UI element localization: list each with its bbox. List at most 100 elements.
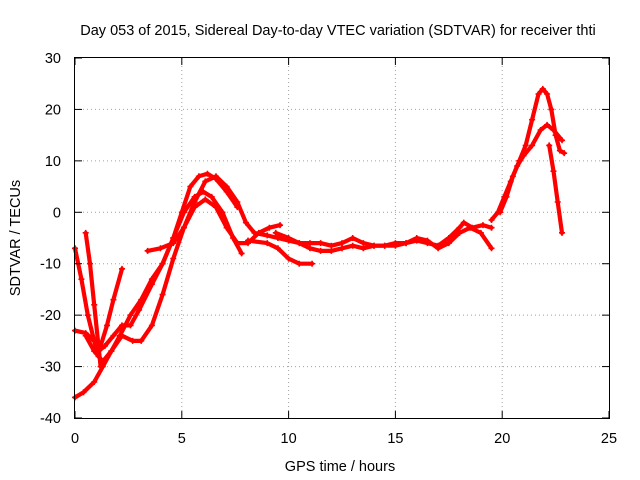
series-line [273, 220, 494, 253]
data-point [82, 332, 89, 339]
data-point [104, 322, 111, 329]
data-point [285, 255, 292, 262]
data-point [195, 173, 202, 180]
data-point [435, 242, 442, 249]
data-point [157, 245, 164, 252]
data-point [97, 363, 104, 370]
data-point [129, 337, 136, 344]
data-point [80, 389, 87, 396]
data-point [204, 170, 211, 177]
data-point [497, 209, 504, 216]
data-point [403, 240, 410, 247]
data-point [110, 332, 117, 339]
data-point [178, 209, 185, 216]
data-point [138, 337, 145, 344]
data-point [138, 296, 145, 303]
data-point [191, 199, 198, 205]
data-point [445, 240, 452, 247]
data-point [234, 199, 241, 205]
series-line [145, 174, 494, 253]
data-point [546, 142, 553, 149]
data-point [360, 245, 367, 252]
data-point [202, 178, 209, 185]
data-point [159, 291, 166, 298]
data-point [187, 183, 194, 190]
y-tick-label: -10 [40, 257, 61, 273]
data-point [559, 137, 566, 144]
data-point [460, 219, 467, 226]
y-tick-label: -20 [40, 308, 61, 324]
data-point [127, 312, 134, 319]
data-point [86, 260, 93, 267]
data-point [317, 247, 324, 254]
x-tick-label: 0 [71, 431, 79, 447]
data-point [234, 240, 241, 247]
data-point [208, 193, 215, 200]
series-arc-12 [546, 142, 566, 236]
data-point [488, 217, 495, 223]
data-point [127, 322, 134, 329]
x-tick-label: 10 [281, 431, 297, 447]
tick-layer: 0 5 10 15 20 25 -40 -30 -20 -10 0 10 20 30 [40, 51, 617, 447]
x-axis-label: GPS time / hours [285, 459, 395, 475]
data-point [118, 332, 125, 339]
data-point [488, 245, 495, 252]
data-point [266, 224, 273, 231]
data-point [91, 379, 98, 385]
data-point [202, 196, 209, 203]
data-point [556, 147, 563, 154]
data-point [529, 116, 536, 123]
data-point [274, 245, 281, 252]
data-point [309, 260, 316, 267]
y-axis-label: SDTVAR / TECUs [8, 180, 24, 296]
data-point [535, 91, 542, 97]
data-point [91, 301, 98, 308]
data-point [223, 183, 230, 190]
y-tick-label: -40 [40, 411, 61, 427]
data-point [245, 237, 252, 244]
data-point [317, 240, 324, 247]
data-point [78, 276, 85, 283]
data-point [110, 296, 117, 303]
data-point [516, 157, 523, 164]
data-point [477, 229, 484, 236]
series-line [547, 143, 565, 235]
series-arc-9 [272, 219, 495, 254]
data-point [552, 132, 559, 139]
data-point [306, 245, 313, 252]
series-arc-8 [245, 237, 316, 267]
data-point [148, 322, 155, 329]
y-tick-label: 20 [45, 102, 61, 118]
data-point [238, 250, 245, 257]
data-point [264, 240, 271, 247]
y-tick-label: 10 [45, 154, 61, 170]
y-tick-label: -30 [40, 360, 61, 376]
data-point [469, 224, 476, 231]
grid-layer [75, 58, 609, 418]
data-point [84, 312, 91, 319]
data-point [413, 237, 420, 244]
y-tick-label: 30 [45, 51, 61, 67]
data-point [285, 235, 292, 241]
data-point [339, 245, 345, 252]
data-point [548, 106, 555, 113]
data-point [212, 173, 219, 180]
data-point [242, 219, 249, 226]
chart-title: Day 053 of 2015, Sidereal Day-to-day VTE… [80, 23, 596, 39]
data-point [488, 224, 495, 231]
data-point [148, 276, 155, 283]
data-point [108, 348, 115, 355]
y-tick-label: 0 [53, 205, 61, 221]
data-point [539, 85, 546, 92]
data-point [170, 255, 177, 262]
data-point [561, 150, 568, 157]
data-point [456, 224, 463, 231]
data-point [264, 232, 271, 239]
x-tick-label: 20 [494, 431, 510, 447]
series-layer [72, 85, 568, 401]
data-point [529, 142, 536, 149]
series-arc-11 [497, 85, 568, 216]
data-point [544, 91, 551, 97]
data-point [537, 127, 544, 133]
